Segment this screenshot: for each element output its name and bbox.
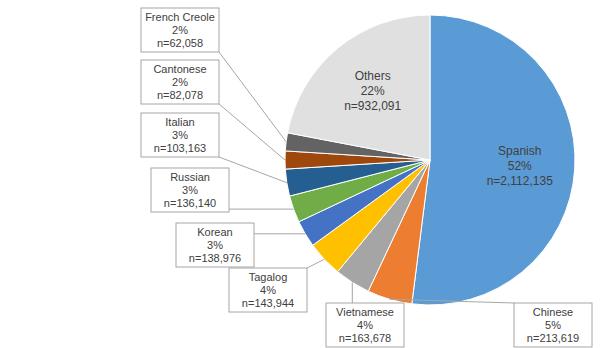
svg-text:n=163,678: n=163,678 [339,332,391,344]
svg-text:n=138,976: n=138,976 [189,252,241,264]
svg-text:3%: 3% [172,129,188,141]
svg-text:Chinese: Chinese [533,306,573,318]
svg-text:3%: 3% [182,184,198,196]
svg-text:n=103,163: n=103,163 [154,142,206,154]
svg-text:Cantonese: Cantonese [153,63,206,75]
svg-text:2%: 2% [172,24,188,36]
svg-text:3%: 3% [207,239,223,251]
svg-text:5%: 5% [545,319,561,331]
svg-text:Vietnamese: Vietnamese [336,306,394,318]
svg-text:n=2,112,135: n=2,112,135 [487,174,554,188]
svg-text:Italian: Italian [165,116,194,128]
svg-text:n=82,078: n=82,078 [157,89,203,101]
svg-text:Spanish: Spanish [498,144,541,158]
svg-text:n=136,140: n=136,140 [164,197,216,209]
svg-text:n=62,058: n=62,058 [157,37,203,49]
svg-text:52%: 52% [508,159,532,173]
svg-text:Others: Others [355,69,391,83]
svg-text:n=213,619: n=213,619 [527,332,579,344]
svg-text:Russian: Russian [170,171,210,183]
svg-text:22%: 22% [361,84,385,98]
svg-text:n=932,091: n=932,091 [344,99,401,113]
svg-text:4%: 4% [260,284,276,296]
svg-text:Korean: Korean [197,226,232,238]
svg-text:2%: 2% [172,76,188,88]
svg-text:n=143,944: n=143,944 [242,297,294,309]
svg-text:4%: 4% [357,319,373,331]
svg-text:French Creole: French Creole [145,11,215,23]
svg-text:Tagalog: Tagalog [249,271,288,283]
